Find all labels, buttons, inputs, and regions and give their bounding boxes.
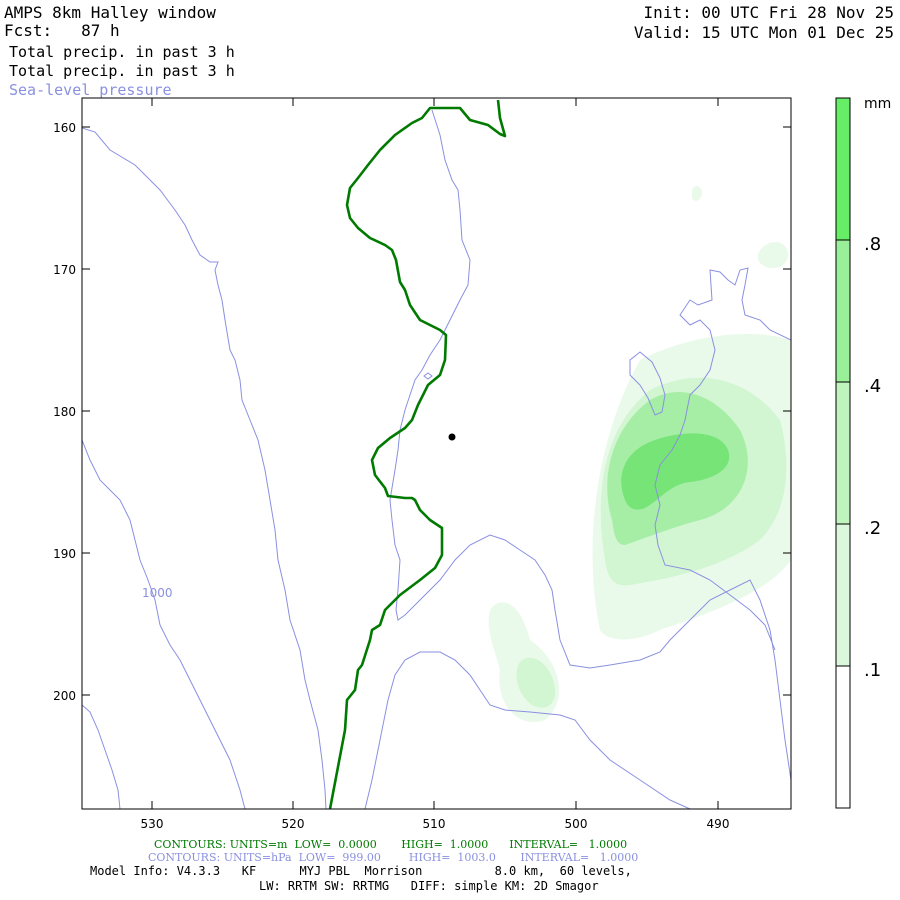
pressure-contour-south	[364, 651, 691, 809]
colorbar-label: .4	[864, 376, 881, 397]
pressure-contour-low-right	[654, 267, 791, 651]
precip-shade-02b	[516, 657, 556, 708]
precip-shade-01c	[757, 241, 789, 269]
x-axis-labels: 530 520 510 500 490	[141, 817, 730, 831]
colorbar-segment	[836, 524, 850, 666]
y-tick-label: 200	[53, 689, 76, 703]
colorbar-unit: mm	[864, 96, 891, 112]
colorbar-segment	[836, 240, 850, 382]
map-title: AMPS 8km Halley window	[4, 3, 216, 22]
field-label-2: Total precip. in past 3 h	[9, 62, 235, 80]
physics-info: LW: RRTM SW: RRTMG DIFF: simple KM: 2D S…	[259, 879, 599, 893]
y-tick-label: 170	[53, 263, 76, 277]
contour-info-coast: CONTOURS: UNITS=m LOW= 0.0000 HIGH= 1.00…	[154, 838, 628, 851]
x-tick-label: 490	[707, 817, 730, 831]
colorbar-segment	[836, 666, 850, 808]
colorbar-label: .2	[864, 518, 881, 539]
coastline	[328, 99, 507, 809]
field-label-3: Sea-level pressure	[9, 81, 172, 99]
pressure-contour-1001b	[389, 109, 791, 781]
precip-shade-04	[621, 433, 730, 510]
valid-time: Valid: 15 UTC Mon 01 Dec 25	[633, 23, 894, 42]
x-axis-ticks	[151, 98, 719, 809]
pressure-contour-small-ring	[629, 351, 666, 416]
pressure-contour-1002	[82, 704, 121, 809]
y-axis-ticks	[82, 126, 791, 696]
pressure-contours	[82, 109, 791, 809]
field-label-1: Total precip. in past 3 h	[9, 43, 235, 61]
y-tick-label: 160	[53, 121, 76, 135]
colorbar: mm .8 .4 .2 .1	[835, 96, 891, 809]
colorbar-label: .8	[864, 234, 881, 255]
y-axis-labels: 160 170 180 190 200	[53, 121, 76, 703]
y-tick-label: 190	[53, 547, 76, 561]
x-tick-label: 520	[282, 817, 305, 831]
colorbar-segment	[836, 98, 850, 240]
forecast-hour: Fcst: 87 h	[4, 21, 120, 40]
contour-label-1000: 1000	[142, 586, 173, 600]
precip-field: 1000	[82, 99, 791, 809]
x-tick-label: 510	[423, 817, 446, 831]
pressure-contour-1001	[82, 439, 246, 809]
init-time: Init: 00 UTC Fri 28 Nov 25	[643, 3, 894, 22]
x-tick-label: 500	[565, 817, 588, 831]
model-info: Model Info: V4.3.3 KF MYJ PBL Morrison 8…	[90, 864, 632, 878]
contour-info-pressure: CONTOURS: UNITS=hPa LOW= 999.00 HIGH= 10…	[148, 851, 639, 864]
station-marker	[448, 433, 456, 441]
colorbar-segment	[836, 382, 850, 524]
x-tick-label: 530	[141, 817, 164, 831]
pressure-contour-1000	[82, 127, 327, 809]
y-tick-label: 180	[53, 405, 76, 419]
colorbar-label: .1	[864, 660, 881, 681]
precip-shade-01d	[692, 186, 702, 201]
pressure-contour-tiny	[423, 372, 433, 380]
plot-frame	[81, 97, 792, 810]
